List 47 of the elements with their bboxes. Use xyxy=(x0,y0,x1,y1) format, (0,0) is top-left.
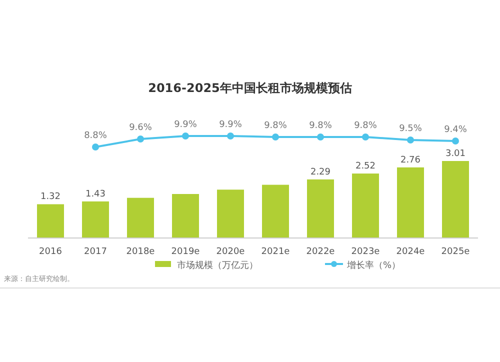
bar xyxy=(127,198,154,238)
data-label: 9.4% xyxy=(444,125,468,135)
point xyxy=(407,136,414,144)
legend-label: 市场规模（万亿元） xyxy=(177,260,258,271)
data-label: 8.8% xyxy=(84,131,108,141)
x-tick-label: 2018e xyxy=(126,247,156,257)
x-tick-label: 2019e xyxy=(171,247,200,257)
data-label: 9.8% xyxy=(309,121,332,131)
bar xyxy=(307,179,334,238)
x-tick-label: 2016 xyxy=(39,247,62,257)
data-label: 9.9% xyxy=(174,120,198,130)
bar xyxy=(397,167,424,238)
data-label: 3.01 xyxy=(445,149,466,159)
bar xyxy=(442,161,469,238)
chart-title: 2016-2025年中国长租市场规模预估 xyxy=(148,81,352,95)
data-label: 1.43 xyxy=(85,189,106,200)
point xyxy=(452,138,459,144)
data-label: 1.32 xyxy=(40,192,61,202)
x-tick-label: 2023e xyxy=(351,247,380,257)
point xyxy=(272,134,279,140)
bar xyxy=(172,194,199,238)
x-tick-label: 2022e xyxy=(306,247,336,257)
data-label: 9.6% xyxy=(129,123,152,133)
x-tick-label: 2024e xyxy=(396,247,426,257)
x-tick-label: 2017 xyxy=(84,247,107,257)
point xyxy=(137,136,144,142)
data-label: 2.29 xyxy=(310,167,331,178)
x-tick-label: 2020e xyxy=(216,247,246,257)
data-label: 2.52 xyxy=(355,162,376,172)
point xyxy=(92,144,99,150)
x-tick-label: 2021e xyxy=(261,247,290,257)
point xyxy=(182,132,189,140)
bar xyxy=(352,174,379,238)
data-label: 9.5% xyxy=(399,124,422,134)
point xyxy=(317,134,324,140)
data-label: 2.76 xyxy=(400,155,421,166)
x-tick-label: 2025e xyxy=(441,247,470,257)
point xyxy=(362,134,369,140)
data-label: 9.8% xyxy=(354,121,378,131)
data-label: 9.9% xyxy=(219,120,242,130)
data-label: 9.8% xyxy=(264,121,288,131)
bar xyxy=(217,190,244,238)
bar xyxy=(262,184,289,238)
legend-label: 增长率（%） xyxy=(346,260,401,271)
bar xyxy=(82,201,109,238)
bar xyxy=(37,204,64,238)
point xyxy=(227,132,234,140)
